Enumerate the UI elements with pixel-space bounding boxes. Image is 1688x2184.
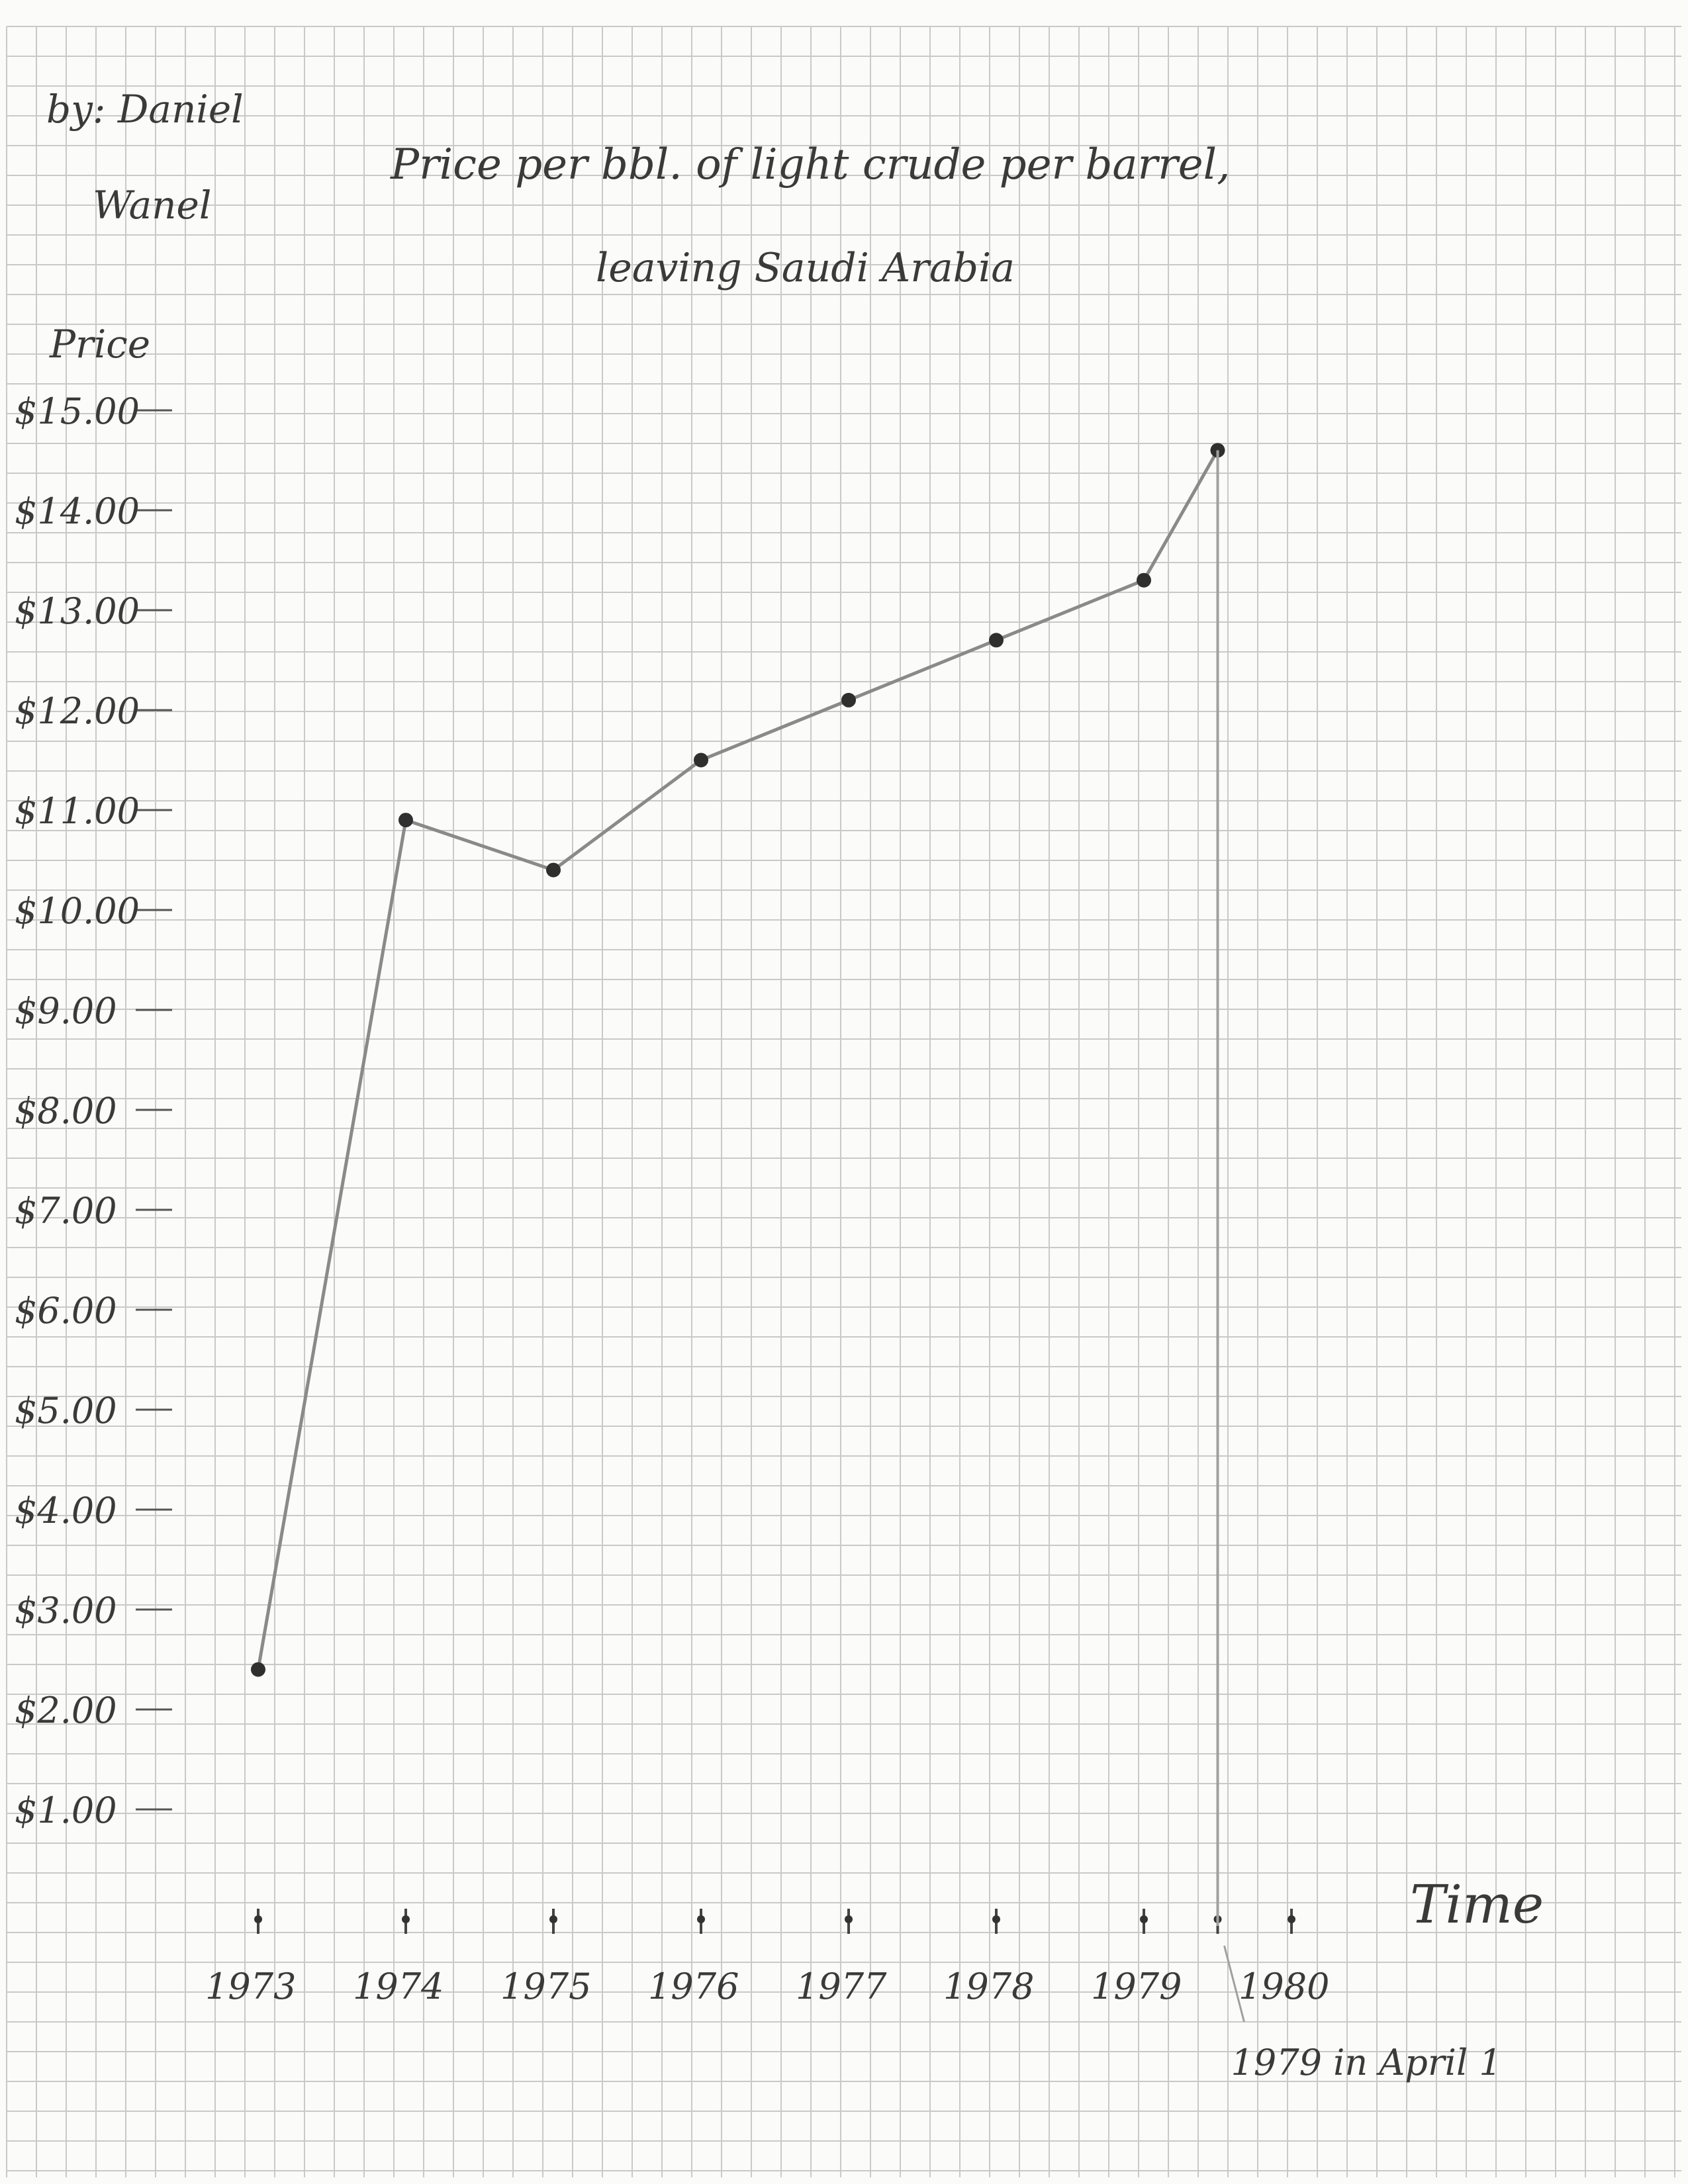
data-point: [1137, 572, 1151, 588]
x-tick-label: 1976: [648, 1966, 739, 2007]
x-tick-label: 1974: [353, 1966, 444, 2007]
author-line-1: by: Daniel: [46, 87, 244, 132]
labels: by: Daniel Wanel Price per bbl. of light…: [15, 87, 1544, 2083]
data-point: [841, 692, 856, 707]
x-tick-dot: [1288, 1915, 1295, 1923]
x-axis-label: Time: [1410, 1874, 1544, 1935]
grid: [6, 26, 1681, 2177]
x-tick-dot: [992, 1915, 1000, 1923]
y-axis-label: Price: [49, 322, 150, 367]
x-tick-label: 1975: [500, 1966, 591, 2007]
y-tick-label: $5.00: [15, 1390, 117, 1432]
x-tick-dot: [254, 1915, 262, 1923]
x-tick-dot: [845, 1915, 853, 1923]
x-tick-dot: [549, 1915, 557, 1923]
data-marks: [251, 443, 1245, 2023]
y-tick-label: $1.00: [15, 1790, 117, 1831]
chart-subtitle: leaving Saudi Arabia: [596, 245, 1015, 291]
chart-title: Price per bbl. of light crude per barrel…: [390, 140, 1230, 189]
y-tick-label: $14.00: [15, 490, 140, 532]
y-tick-label: $4.00: [15, 1490, 117, 1531]
author-line-2: Wanel: [93, 183, 211, 228]
data-point: [694, 752, 708, 768]
annotation-pointer: [1223, 1945, 1245, 2023]
annotation-text: 1979 in April 1: [1231, 2042, 1502, 2083]
y-tick-label: $2.00: [15, 1690, 117, 1731]
x-tick-dot: [402, 1915, 410, 1923]
x-tick-dot: [697, 1915, 705, 1923]
data-point: [989, 633, 1004, 648]
x-tick-label: 1978: [943, 1966, 1034, 2007]
y-tick-label: $15.00: [15, 390, 140, 432]
y-tick-label: $12.00: [15, 690, 140, 732]
x-tick-label: 1973: [205, 1966, 296, 2007]
y-tick-label: $13.00: [15, 590, 140, 632]
y-tick-label: $3.00: [15, 1590, 117, 1631]
series-line: [256, 449, 1219, 1670]
x-tick-label: 1979: [1091, 1966, 1182, 2007]
data-point: [251, 1662, 265, 1677]
y-tick-label: $7.00: [15, 1190, 117, 1232]
y-tick-label: $8.00: [15, 1090, 117, 1132]
y-tick-label: $10.00: [15, 890, 140, 932]
data-point: [399, 813, 413, 828]
x-tick-label: 1977: [796, 1966, 887, 2007]
data-point: [546, 862, 561, 878]
axes: [136, 409, 1295, 1934]
y-tick-label: $9.00: [15, 990, 117, 1032]
x-tick-label: 1980: [1239, 1966, 1329, 2007]
y-tick-label: $11.00: [15, 790, 140, 832]
x-tick-dot: [1140, 1915, 1148, 1923]
y-tick-label: $6.00: [15, 1290, 117, 1332]
